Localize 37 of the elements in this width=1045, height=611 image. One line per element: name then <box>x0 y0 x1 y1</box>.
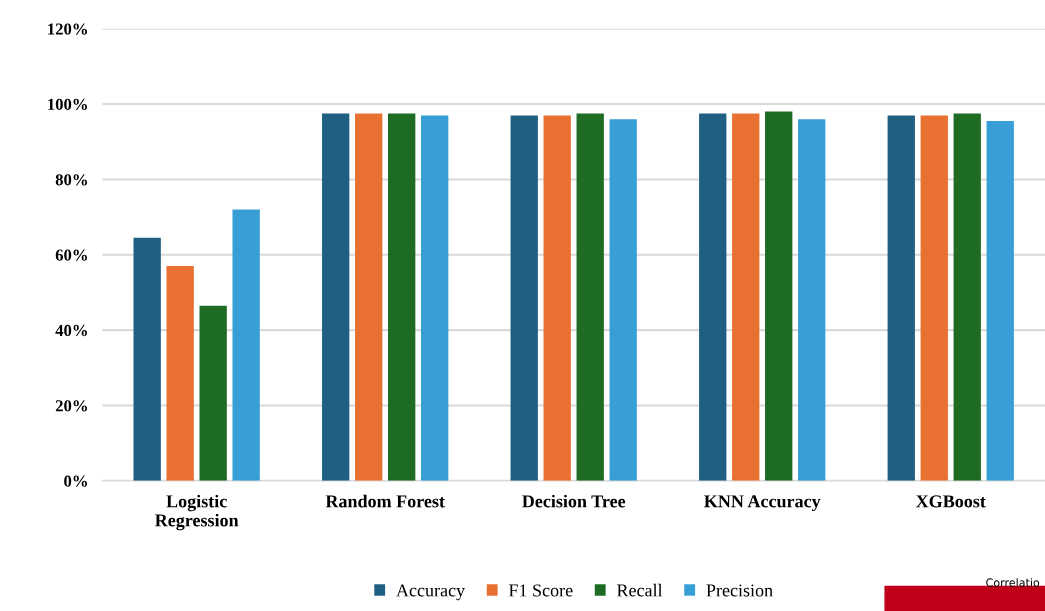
legend-label: Precision <box>706 584 773 597</box>
y-tick-label: 40% <box>55 324 87 337</box>
legend-label: F1 Score <box>508 584 573 597</box>
y-tick-label: 120% <box>48 23 87 35</box>
x-tick-label: Logistic Regression <box>155 494 239 531</box>
y-tick-label: 20% <box>55 400 87 412</box>
bar <box>798 119 826 481</box>
x-tick-label: Random Forest <box>325 494 445 508</box>
bar <box>765 111 793 481</box>
bar <box>510 115 538 481</box>
y-tick-label: 60% <box>55 249 87 261</box>
x-tick-label: Decision Tree <box>522 494 626 508</box>
legend-label: Accuracy <box>396 584 466 601</box>
bar <box>986 121 1014 481</box>
bar <box>388 113 416 481</box>
bar <box>887 115 915 481</box>
bar <box>199 305 227 481</box>
bar <box>133 237 161 481</box>
bar <box>543 115 571 481</box>
bar <box>232 209 260 481</box>
y-tick-label: 80% <box>55 174 87 186</box>
bar <box>166 266 194 481</box>
x-tick-label: XGBoost <box>915 495 986 508</box>
bar <box>421 115 449 481</box>
bar <box>699 113 727 481</box>
bar <box>609 119 637 481</box>
legend-label: Recall <box>616 583 663 597</box>
bar <box>920 115 948 481</box>
y-tick-label: 0% <box>64 475 87 487</box>
bar <box>355 113 383 481</box>
bar <box>322 113 350 481</box>
y-tick-label: 100% <box>48 98 87 111</box>
bar <box>953 113 981 481</box>
x-tick-label: KNN Accuracy <box>704 495 821 512</box>
bar <box>576 113 604 481</box>
text: Correlatio <box>986 578 1040 587</box>
bar <box>732 113 760 481</box>
